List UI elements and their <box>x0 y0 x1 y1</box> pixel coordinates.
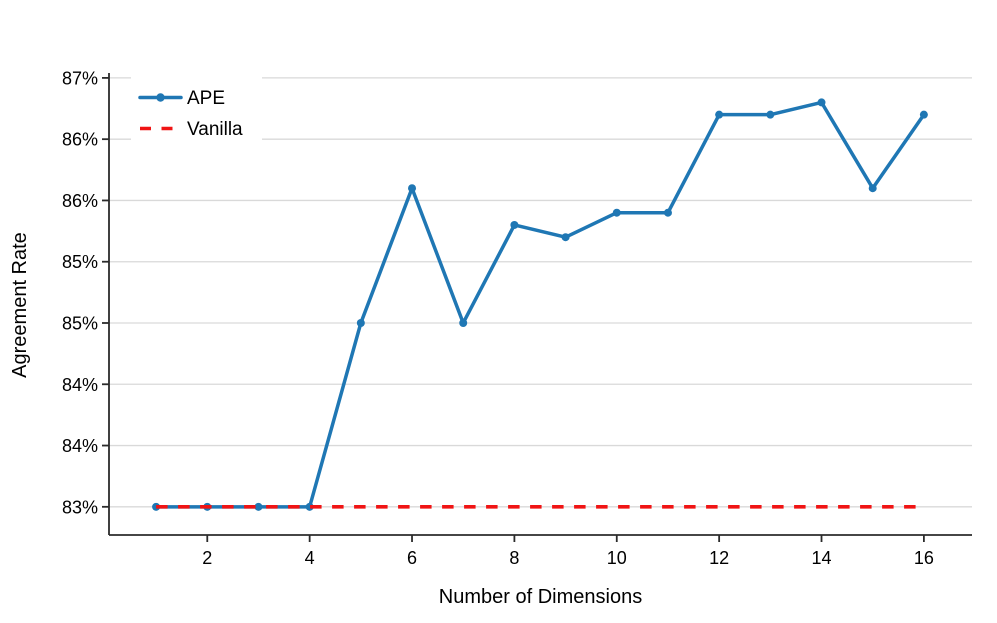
y-tick-label: 87% <box>62 68 98 88</box>
x-tick-label: 12 <box>709 548 729 568</box>
ape-marker <box>254 502 263 511</box>
ape-marker <box>612 208 621 217</box>
ape-marker <box>715 110 724 119</box>
ape-marker <box>919 110 928 119</box>
y-tick-label: 85% <box>62 313 98 333</box>
y-tick-label: 83% <box>62 497 98 517</box>
x-tick-label: 8 <box>509 548 519 568</box>
ape-marker <box>561 233 570 242</box>
y-tick-label: 85% <box>62 252 98 272</box>
y-tick-label: 86% <box>62 191 98 211</box>
ape-marker <box>459 318 468 327</box>
ape-marker <box>305 502 314 511</box>
y-axis-label: Agreement Rate <box>9 232 31 378</box>
x-tick-label: 16 <box>914 548 934 568</box>
x-tick-label: 2 <box>202 548 212 568</box>
ape-marker <box>356 318 365 327</box>
legend-box <box>131 71 262 148</box>
x-tick-label: 6 <box>407 548 417 568</box>
ape-marker <box>817 98 826 107</box>
legend-label-ape: APE <box>187 88 225 109</box>
legend-label-vanilla: Vanilla <box>187 119 243 140</box>
ape-marker <box>766 110 775 119</box>
ape-marker <box>663 208 672 217</box>
ape-marker <box>868 184 877 193</box>
ape-line <box>154 100 926 509</box>
y-tick-label: 84% <box>62 436 98 456</box>
x-tick-label: 14 <box>811 548 831 568</box>
legend-ape-marker-sample <box>156 93 165 102</box>
y-tick-label: 84% <box>62 375 98 395</box>
y-tick-label: 86% <box>62 130 98 150</box>
x-tick-label: 10 <box>607 548 627 568</box>
ape-marker <box>408 184 417 193</box>
ape-marker <box>510 220 519 229</box>
x-axis-label: Number of Dimensions <box>438 586 643 608</box>
x-tick-label: 4 <box>305 548 315 568</box>
